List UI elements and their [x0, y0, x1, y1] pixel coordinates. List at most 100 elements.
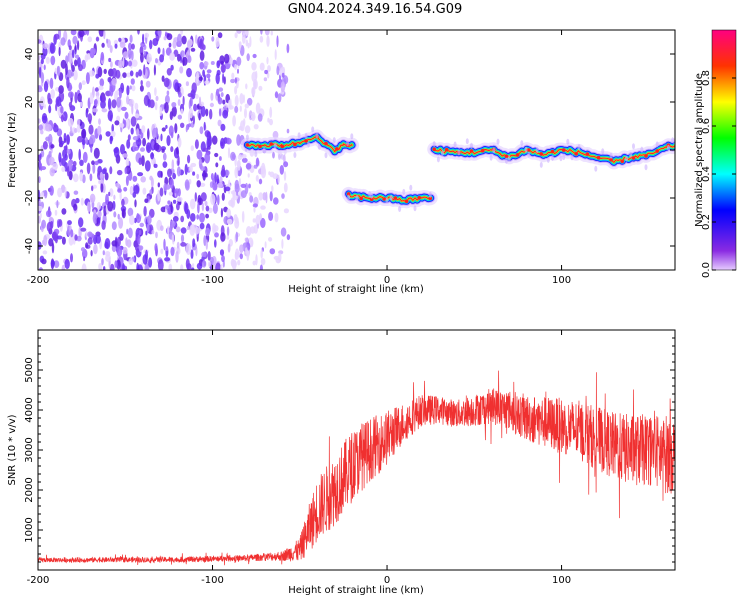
noise-blob	[92, 184, 97, 189]
noise-blob	[198, 76, 203, 82]
y-tick-label: -20	[24, 190, 35, 206]
noise-blob	[186, 263, 192, 270]
noise-blob	[175, 250, 179, 263]
noise-blob	[231, 260, 237, 268]
noise-blob	[145, 249, 148, 261]
noise-blob	[215, 162, 219, 168]
noise-blob	[230, 151, 236, 161]
noise-blob	[46, 210, 52, 218]
snr-y-ticks: 1000 2000 3000 4000 5000	[24, 337, 675, 563]
noise-blob	[95, 73, 100, 79]
noise-blob	[142, 33, 145, 44]
noise-blob	[118, 88, 122, 99]
noise-blob	[227, 147, 231, 159]
noise-blob	[257, 113, 263, 122]
noise-blob	[87, 231, 93, 238]
y-tick-label: 3000	[24, 437, 35, 462]
noise-blob	[189, 224, 196, 236]
spectrogram-x-label: Height of straight line (km)	[288, 284, 424, 295]
noise-blob	[246, 249, 250, 261]
noise-blob	[153, 142, 160, 151]
snr-x-label: Height of straight line (km)	[288, 585, 424, 596]
trace-halo	[546, 156, 550, 163]
trace-halo	[332, 137, 336, 144]
noise-blob	[38, 201, 41, 206]
noise-blob	[58, 219, 63, 227]
noise-blob	[68, 101, 73, 108]
noise-blob	[122, 51, 129, 59]
noise-blob	[180, 30, 183, 36]
noise-blob	[85, 231, 88, 238]
noise-blob	[145, 80, 151, 88]
noise-blob	[202, 147, 209, 152]
noise-blob	[197, 202, 200, 214]
noise-blob	[238, 41, 242, 49]
noise-blob	[246, 53, 250, 62]
trace-peak	[527, 148, 531, 152]
trace-halo	[453, 141, 457, 148]
y-tick-label: 4000	[24, 397, 35, 422]
trace-halo	[428, 191, 432, 198]
noise-blob	[274, 91, 279, 99]
noise-blob	[125, 175, 129, 186]
x-tick-label: 0	[384, 575, 390, 586]
trace-halo	[496, 138, 500, 145]
noise-blob	[60, 106, 64, 114]
noise-blob	[38, 39, 42, 44]
trace-halo	[398, 206, 402, 212]
noise-blob	[93, 48, 96, 55]
trace-halo	[389, 194, 393, 201]
noise-blob	[247, 42, 250, 49]
noise-blob	[165, 124, 168, 129]
noise-blob	[70, 253, 73, 263]
colorbar-tick-label: 0.4	[701, 166, 712, 182]
noise-blob	[244, 237, 249, 242]
trace-halo	[625, 155, 628, 162]
noise-blob	[157, 182, 160, 188]
noise-blob	[98, 85, 104, 91]
noise-blob	[241, 32, 246, 44]
noise-blob	[51, 242, 55, 254]
noise-blob	[249, 36, 252, 48]
noise-blob	[195, 34, 198, 44]
noise-blob	[159, 54, 165, 63]
trace-halo	[594, 165, 598, 172]
noise-blob	[245, 83, 248, 90]
noise-blob	[76, 235, 82, 242]
noise-blob	[214, 152, 219, 158]
noise-blob	[50, 89, 55, 99]
noise-blob	[93, 244, 98, 255]
noise-blob	[223, 137, 228, 144]
noise-blob	[82, 174, 86, 184]
noise-blob	[237, 68, 239, 74]
noise-blob	[105, 193, 109, 206]
noise-blob	[196, 149, 203, 160]
noise-blob	[109, 188, 114, 197]
noise-blob	[230, 78, 236, 84]
noise-blob	[146, 53, 152, 64]
noise-blob	[110, 61, 113, 68]
trace-halo	[465, 138, 469, 145]
noise-blob	[129, 215, 135, 226]
noise-blob	[269, 248, 276, 255]
noise-blob	[71, 49, 75, 59]
noise-blob	[143, 64, 146, 76]
noise-blob	[98, 134, 103, 141]
noise-blob	[199, 212, 205, 223]
noise-blob	[227, 243, 231, 253]
noise-blob	[261, 162, 266, 175]
trace-halo	[601, 148, 605, 155]
noise-blob	[81, 138, 86, 146]
trace-halo	[609, 152, 613, 159]
noise-blob	[232, 189, 235, 201]
noise-blob	[73, 70, 78, 81]
noise-blob	[155, 58, 158, 64]
noise-blob	[185, 81, 189, 87]
noise-blob	[54, 209, 58, 216]
trace-peak	[417, 196, 422, 200]
noise-blob	[176, 241, 180, 249]
noise-blob	[83, 256, 86, 262]
noise-blob	[125, 157, 130, 168]
noise-blob	[73, 190, 79, 195]
